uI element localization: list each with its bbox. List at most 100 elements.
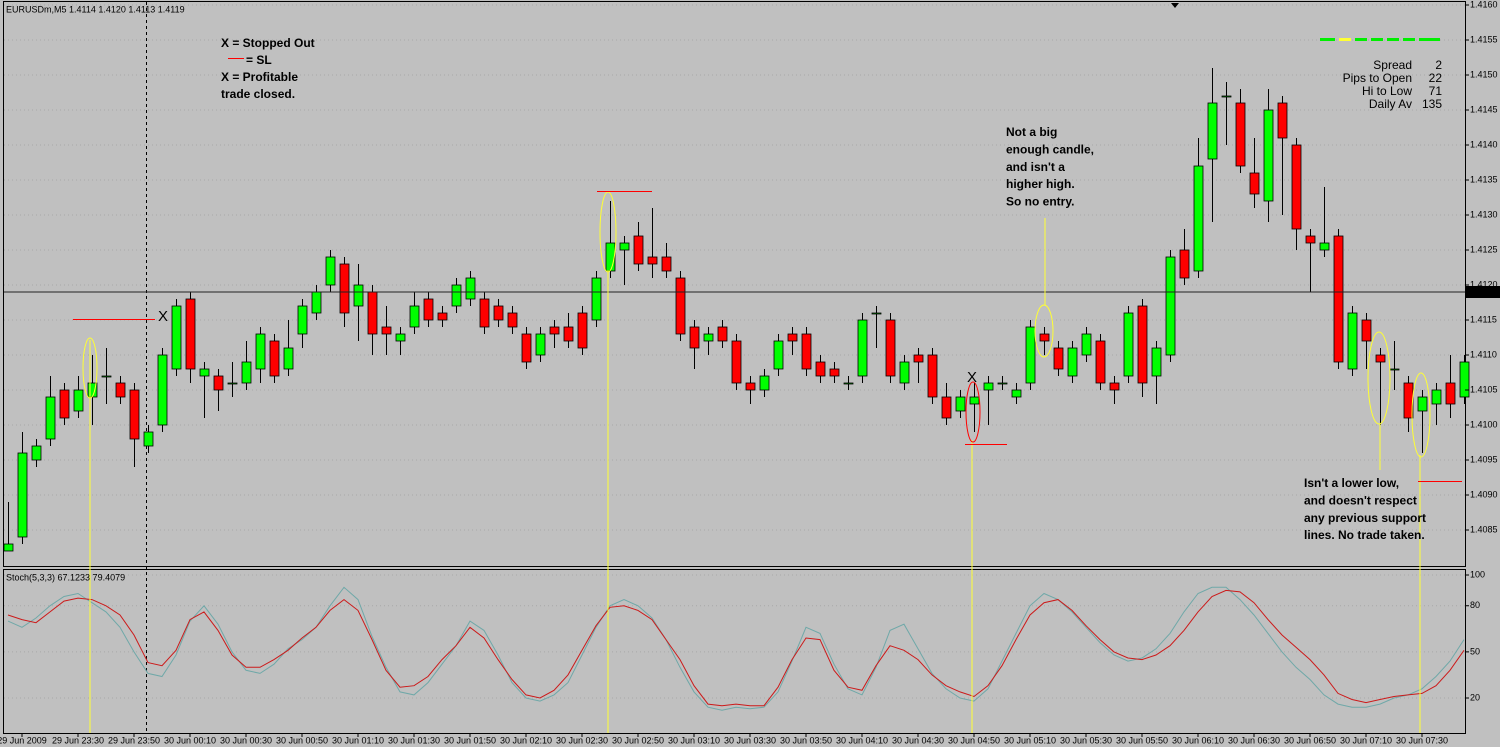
y-tick-label: 1.4135 bbox=[1470, 174, 1498, 184]
x-tick-label: 30 Jun 07:10 bbox=[1340, 735, 1392, 745]
current-price-box bbox=[1466, 286, 1500, 298]
candle-body bbox=[1417, 396, 1428, 412]
indicator-title: Stoch(5,3,3) 67.1233 79.4079 bbox=[6, 572, 125, 582]
x-tick-label: 30 Jun 02:50 bbox=[612, 735, 664, 745]
candle-body bbox=[493, 305, 504, 321]
candle-body bbox=[1067, 347, 1078, 377]
candle-body bbox=[129, 389, 140, 440]
x-tick-label: 30 Jun 01:50 bbox=[444, 735, 496, 745]
x-tick-label: 30 Jun 02:30 bbox=[556, 735, 608, 745]
candle-body bbox=[619, 242, 630, 251]
candle-body bbox=[1305, 235, 1316, 244]
candle-body bbox=[507, 312, 518, 328]
candle-body bbox=[115, 382, 126, 398]
highlight-ellipse bbox=[1034, 304, 1054, 358]
candle-body bbox=[185, 298, 196, 370]
candle-body bbox=[1459, 361, 1470, 398]
candle-body bbox=[1095, 340, 1106, 384]
candle-body bbox=[815, 361, 826, 377]
x-tick-label: 30 Jun 01:30 bbox=[388, 735, 440, 745]
y-tick-label: 1.4105 bbox=[1470, 384, 1498, 394]
candle-body bbox=[717, 326, 728, 342]
candle-body bbox=[17, 452, 28, 538]
annotation-line: and isn't a bbox=[1006, 160, 1065, 174]
candle-body bbox=[1277, 102, 1288, 139]
candle-body bbox=[171, 305, 182, 370]
candle-body bbox=[255, 333, 266, 370]
candle-body bbox=[787, 333, 798, 342]
current-price-label: 1.4119 bbox=[1470, 286, 1497, 296]
candle-body bbox=[1039, 333, 1050, 342]
y-tick-label: 1.4130 bbox=[1470, 209, 1498, 219]
highlight-ellipse bbox=[1411, 372, 1431, 458]
x-tick-label: 30 Jun 00:30 bbox=[220, 735, 272, 745]
candle-body bbox=[143, 431, 154, 447]
y-tick-label: 1.4160 bbox=[1470, 0, 1498, 9]
candle-body bbox=[87, 382, 98, 398]
stoch-line bbox=[7, 586, 1465, 711]
candle-body bbox=[1151, 347, 1162, 377]
candle-body bbox=[535, 333, 546, 356]
candle-body bbox=[703, 333, 714, 342]
annotation-line: any previous support bbox=[1304, 511, 1426, 525]
candle-body bbox=[689, 326, 700, 349]
candle-body bbox=[1235, 102, 1246, 167]
candle-body bbox=[969, 396, 980, 405]
y-tick-label: 1.4120 bbox=[1470, 279, 1498, 289]
highlight-ellipse bbox=[82, 337, 98, 399]
y-tick-label: 1.4145 bbox=[1470, 104, 1498, 114]
y-tick-label: 1.4115 bbox=[1470, 314, 1497, 324]
x-tick-label: 30 Jun 03:30 bbox=[724, 735, 776, 745]
candle-body bbox=[549, 326, 560, 335]
y-tick-label: 1.4085 bbox=[1470, 524, 1498, 534]
candle-body bbox=[199, 368, 210, 377]
candle-body bbox=[409, 305, 420, 328]
info-label: Hi to Low bbox=[1362, 84, 1412, 98]
x-tick-label: 30 Jun 01:10 bbox=[332, 735, 384, 745]
y-tick-label: 1.4140 bbox=[1470, 139, 1498, 149]
x-tick-label: 30 Jun 07:30 bbox=[1396, 735, 1448, 745]
x-tick-label: 30 Jun 06:30 bbox=[1228, 735, 1280, 745]
x-tick-label: 30 Jun 06:10 bbox=[1172, 735, 1224, 745]
candle-body bbox=[1053, 347, 1064, 370]
info-label: Daily Av bbox=[1369, 97, 1412, 111]
highlight-ellipse bbox=[965, 381, 981, 443]
x-tick-label: 29 Jun 2009 bbox=[0, 735, 47, 745]
candle-body bbox=[843, 382, 854, 385]
annotation-line: Isn't a lower low, bbox=[1304, 476, 1399, 490]
candle-body bbox=[773, 340, 784, 370]
candle-body bbox=[465, 277, 476, 300]
candle-body bbox=[325, 256, 336, 286]
candle-body bbox=[479, 298, 490, 328]
analysis-shapes bbox=[73, 3, 1462, 733]
y-tick-label: 50 bbox=[1470, 646, 1480, 656]
candle-body bbox=[997, 382, 1008, 385]
legend-entry: X = Stopped Out bbox=[221, 36, 315, 50]
candle-body bbox=[1193, 165, 1204, 272]
candle-body bbox=[73, 389, 84, 412]
candle-body bbox=[1221, 95, 1232, 98]
info-value: 22 bbox=[1429, 71, 1443, 85]
candle-body bbox=[31, 445, 42, 461]
candle-body bbox=[983, 382, 994, 391]
x-tick-label: 30 Jun 05:50 bbox=[1116, 735, 1168, 745]
candle-body bbox=[675, 277, 686, 335]
candle-body bbox=[1291, 144, 1302, 230]
candle-body bbox=[913, 354, 924, 363]
x-tick-label: 30 Jun 05:10 bbox=[1004, 735, 1056, 745]
x-tick-label: 30 Jun 04:30 bbox=[892, 735, 944, 745]
candle-body bbox=[381, 326, 392, 335]
info-label: Pips to Open bbox=[1343, 71, 1412, 85]
candle-body bbox=[1207, 102, 1218, 160]
candle-body bbox=[731, 340, 742, 384]
candle-body bbox=[801, 333, 812, 370]
candle-body bbox=[521, 333, 532, 363]
candle-body bbox=[1389, 368, 1400, 371]
candle-body bbox=[647, 256, 658, 265]
annotation-line: So no entry. bbox=[1006, 194, 1074, 208]
candle-body bbox=[1347, 312, 1358, 370]
y-tick-label: 100 bbox=[1470, 569, 1485, 579]
candle-body bbox=[927, 354, 938, 398]
candle-body bbox=[745, 382, 756, 391]
